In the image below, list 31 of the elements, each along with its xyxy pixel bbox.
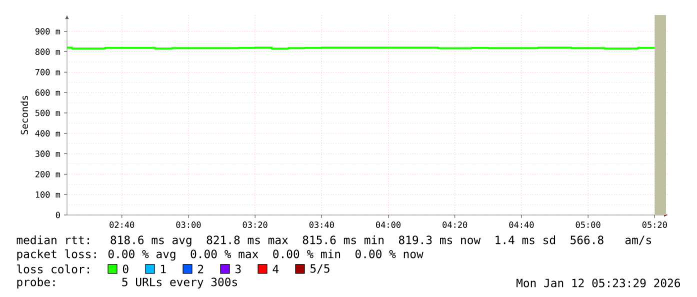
y-axis-title: Seconds	[20, 96, 28, 134]
y-tick-label: 500 m	[35, 110, 60, 116]
x-tick-label: 03:40	[309, 222, 334, 228]
x-tick-label: 04:40	[509, 222, 534, 228]
x-tick-label: 04:00	[376, 222, 401, 228]
y-tick-label: 600 m	[35, 89, 60, 96]
y-tick-label: 400 m	[35, 130, 60, 137]
x-tick-label: 05:00	[576, 222, 600, 228]
x-tick-label: 02:40	[110, 222, 134, 228]
legend-label: 4	[272, 264, 279, 274]
y-tick-label: 700 m	[35, 68, 60, 76]
text: median rtt: 818.6 ms avg 821.8 ms max 815.6 ms min 819.3 ms now 1.4 ms sd 566.8 am/s	[16, 235, 652, 247]
y-tick-label: 900 m	[35, 28, 60, 35]
y-tick-label: 300 m	[35, 150, 60, 157]
text: probe: 5 URLs every 300s	[17, 277, 237, 288]
x-tick-label: 05:20	[642, 222, 667, 228]
y-tick-label: 200 m	[36, 170, 60, 178]
text: Mon Jan 12 05:23:29 2026	[516, 278, 680, 288]
text: packet loss: 0.00 % avg 0.00 % max 0.00 % min 0.00 % now	[17, 249, 424, 261]
y-tick-label: 800 m	[35, 48, 60, 55]
x-tick-label: 03:20	[242, 222, 268, 228]
legend-title: loss color:	[17, 264, 89, 274]
x-tick-label: 04:20	[442, 222, 468, 228]
legend-label: 2	[198, 264, 204, 274]
legend-label: 3	[235, 264, 241, 274]
legend-label: 5/5	[310, 264, 330, 274]
y-tick-label: 100 m	[36, 191, 60, 198]
x-tick-label: 03:00	[176, 222, 201, 228]
y-tick-label: 0	[56, 212, 60, 218]
legend-label: 1	[161, 264, 166, 274]
legend-label: 0	[122, 264, 128, 274]
